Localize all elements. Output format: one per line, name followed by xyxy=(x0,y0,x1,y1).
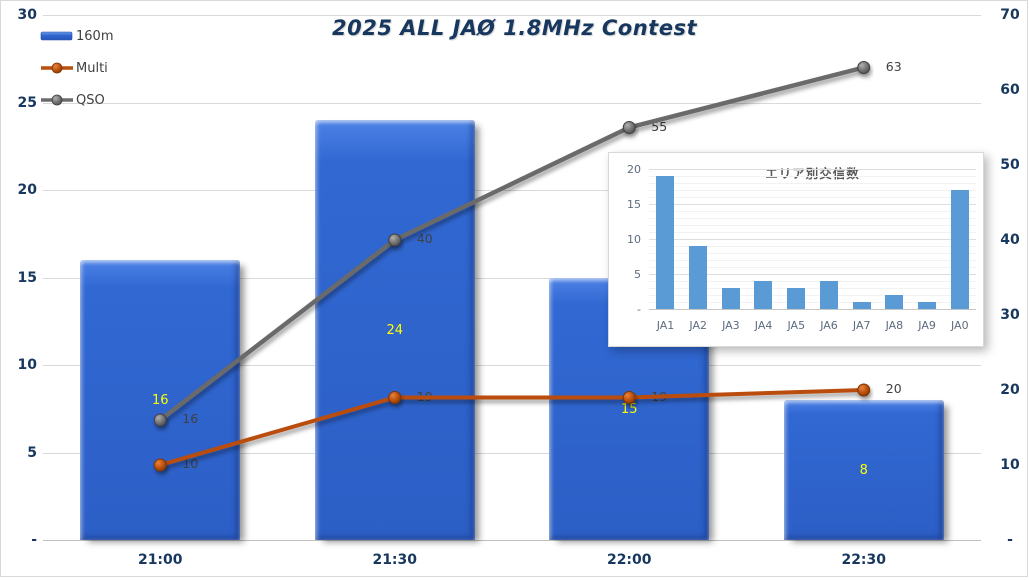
inset-gridline xyxy=(649,211,976,212)
inset-gridline xyxy=(649,176,976,177)
inset-x-label: JA4 xyxy=(754,319,773,332)
x-axis-label: 22:30 xyxy=(841,552,887,568)
left-axis-tick-label: 15 xyxy=(17,269,37,286)
inset-x-label: JA8 xyxy=(885,319,904,332)
multi-data-label: 19 xyxy=(416,388,433,404)
inset-y-tick-label: 10 xyxy=(627,233,641,246)
right-axis-tick-label: 20 xyxy=(1000,382,1020,398)
x-axis-label: 22:00 xyxy=(606,552,652,568)
inset-y-tick-label: - xyxy=(637,303,641,316)
right-axis-tick-label: - xyxy=(1007,532,1013,548)
inset-x-label: JA5 xyxy=(787,319,806,332)
right-axis-tick-label: 50 xyxy=(1000,157,1020,173)
inset-x-label: JA1 xyxy=(656,319,675,332)
left-axis-tick-label: - xyxy=(31,532,37,548)
inset-x-label: JA2 xyxy=(689,319,707,332)
legend: 160m Multi QSO xyxy=(40,20,113,116)
qso-data-label: 55 xyxy=(651,118,668,134)
inset-x-label: JA0 xyxy=(951,319,969,332)
inset-bar xyxy=(819,281,838,309)
inset-bar xyxy=(721,288,740,309)
inset-gridline xyxy=(649,239,976,240)
gridline xyxy=(43,540,981,541)
left-axis-tick-label: 25 xyxy=(17,94,37,111)
legend-label-qso: QSO xyxy=(76,92,105,108)
bar-series-swatch-icon xyxy=(40,31,73,41)
inset-x-label: JA7 xyxy=(852,319,871,332)
legend-item-160m: 160m xyxy=(40,20,113,52)
legend-label-160m: 160m xyxy=(76,28,114,44)
inset-bar xyxy=(852,302,871,309)
right-axis-tick-label: 60 xyxy=(1000,82,1020,98)
inset-y-tick-label: 5 xyxy=(634,268,641,281)
inset-chart-title: エリア別交信数 xyxy=(765,166,860,181)
inset-gridline xyxy=(649,197,976,198)
inset-gridline xyxy=(649,190,976,191)
left-axis-tick-label: 10 xyxy=(17,357,37,373)
inset-bar xyxy=(689,246,708,309)
right-axis-tick-label: 10 xyxy=(1000,457,1020,473)
inset-x-label: JA3 xyxy=(722,319,740,332)
gridline xyxy=(43,15,981,16)
inset-bar xyxy=(754,281,773,309)
chart-title: 2025 ALL JAØ 1.8MHz Contest xyxy=(332,16,697,40)
legend-item-multi: Multi xyxy=(40,52,113,84)
inset-axis-line xyxy=(649,309,976,310)
left-axis-tick-label: 20 xyxy=(17,182,37,198)
inset-gridline xyxy=(649,218,976,219)
left-axis-tick-label: 5 xyxy=(27,444,37,461)
bar-data-label: 15 xyxy=(620,401,638,417)
qso-data-label: 40 xyxy=(416,231,433,246)
inset-bar xyxy=(950,190,969,309)
qso-data-label: 63 xyxy=(885,58,902,74)
inset-gridline xyxy=(649,183,976,184)
inset-x-label: JA9 xyxy=(918,319,936,332)
bar-data-label: 8 xyxy=(859,463,868,478)
x-axis-label: 21:30 xyxy=(372,552,418,568)
legend-label-multi: Multi xyxy=(76,60,108,76)
x-axis-label: 21:00 xyxy=(137,552,183,568)
inset-y-tick-label: 15 xyxy=(627,198,641,211)
left-axis-tick-label: 30 xyxy=(17,7,37,23)
inset-bar xyxy=(885,295,904,309)
gridline xyxy=(43,102,981,104)
inset-y-tick-label: 20 xyxy=(627,163,641,176)
qso-line-swatch-icon xyxy=(41,94,73,106)
inset-gridline xyxy=(649,225,976,226)
inset-bar xyxy=(787,288,806,309)
right-axis-tick-label: 70 xyxy=(1000,7,1020,23)
right-axis-tick-label: 40 xyxy=(1000,232,1020,248)
right-axis-tick-label: 30 xyxy=(1000,307,1020,323)
inset-bar xyxy=(917,302,936,309)
multi-data-label: 10 xyxy=(182,456,199,471)
multi-line-swatch-icon xyxy=(41,62,73,74)
bar-data-label: 24 xyxy=(386,323,404,338)
inset-gridline xyxy=(649,169,976,170)
inset-x-label: JA6 xyxy=(820,319,838,332)
multi-data-label: 20 xyxy=(885,381,902,396)
qso-data-label: 16 xyxy=(182,411,199,426)
legend-item-qso: QSO xyxy=(40,84,113,116)
inset-area-chart: エリア別交信数 - 5 10 15 20 JA1 JA2 JA3 JA4 JA5 JA6 JA7 JA8… xyxy=(608,152,984,347)
inset-gridline xyxy=(649,204,976,205)
inset-gridline xyxy=(649,232,976,233)
multi-data-label: 19 xyxy=(651,388,668,404)
bar-data-label: 16 xyxy=(151,393,169,408)
inset-bar xyxy=(656,176,675,309)
